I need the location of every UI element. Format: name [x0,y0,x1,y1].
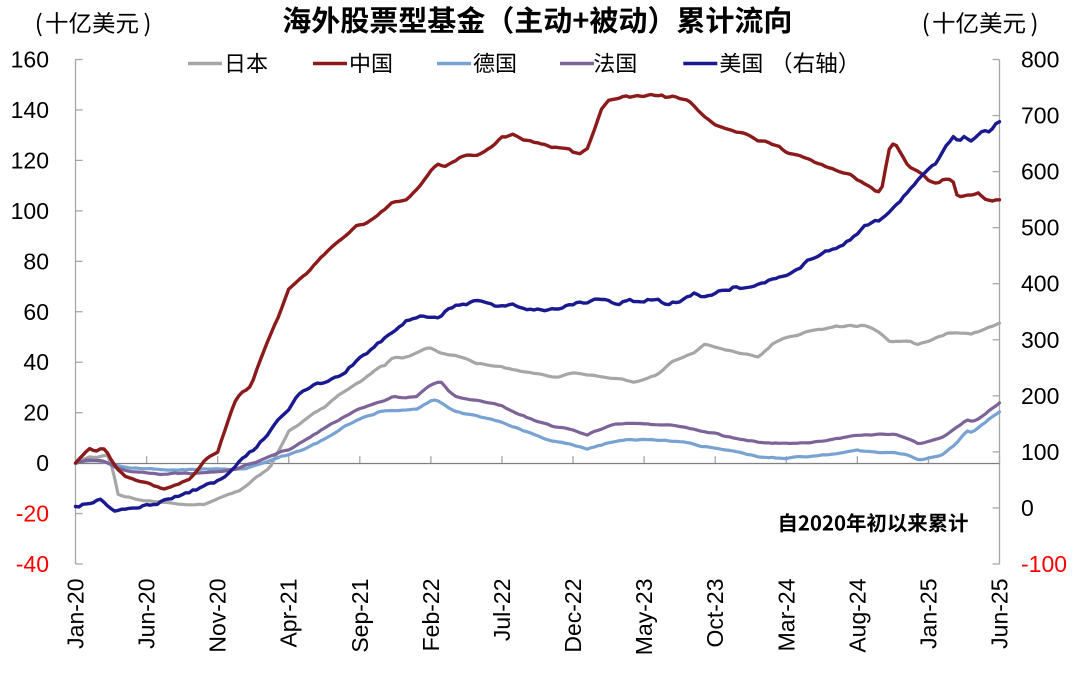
svg-text:Jun-25: Jun-25 [987,579,1013,649]
svg-text:400: 400 [1021,271,1059,297]
svg-text:80: 80 [23,248,49,274]
svg-text:160: 160 [11,47,49,73]
svg-text:-40: -40 [16,551,49,577]
svg-text:Jan-20: Jan-20 [63,579,89,649]
svg-text:60: 60 [23,299,49,325]
svg-text:Jul-22: Jul-22 [489,579,515,642]
svg-text:Jan-25: Jan-25 [915,579,941,649]
svg-text:600: 600 [1021,159,1059,185]
svg-text:140: 140 [11,97,49,123]
svg-text:800: 800 [1021,47,1059,73]
svg-text:700: 700 [1021,103,1059,129]
svg-text:-20: -20 [16,501,49,527]
svg-text:40: 40 [23,349,49,375]
svg-text:Dec-22: Dec-22 [560,579,586,653]
svg-text:Mar-24: Mar-24 [773,578,799,651]
svg-text:500: 500 [1021,215,1059,241]
svg-text:Oct-23: Oct-23 [702,579,728,648]
svg-text:Jun-20: Jun-20 [134,579,160,649]
svg-text:Nov-20: Nov-20 [205,579,231,653]
svg-text:20: 20 [23,400,49,426]
svg-text:200: 200 [1021,383,1059,409]
svg-text:Apr-21: Apr-21 [276,579,302,648]
svg-text:Feb-22: Feb-22 [418,579,444,652]
svg-text:Sep-21: Sep-21 [347,579,373,653]
svg-text:100: 100 [1021,439,1059,465]
svg-text:Aug-24: Aug-24 [844,578,870,652]
svg-text:300: 300 [1021,327,1059,353]
svg-text:100: 100 [11,198,49,224]
svg-text:0: 0 [36,450,49,476]
svg-text:-100: -100 [1021,551,1067,577]
svg-text:0: 0 [1021,495,1034,521]
svg-text:May-23: May-23 [631,579,657,656]
svg-text:120: 120 [11,147,49,173]
